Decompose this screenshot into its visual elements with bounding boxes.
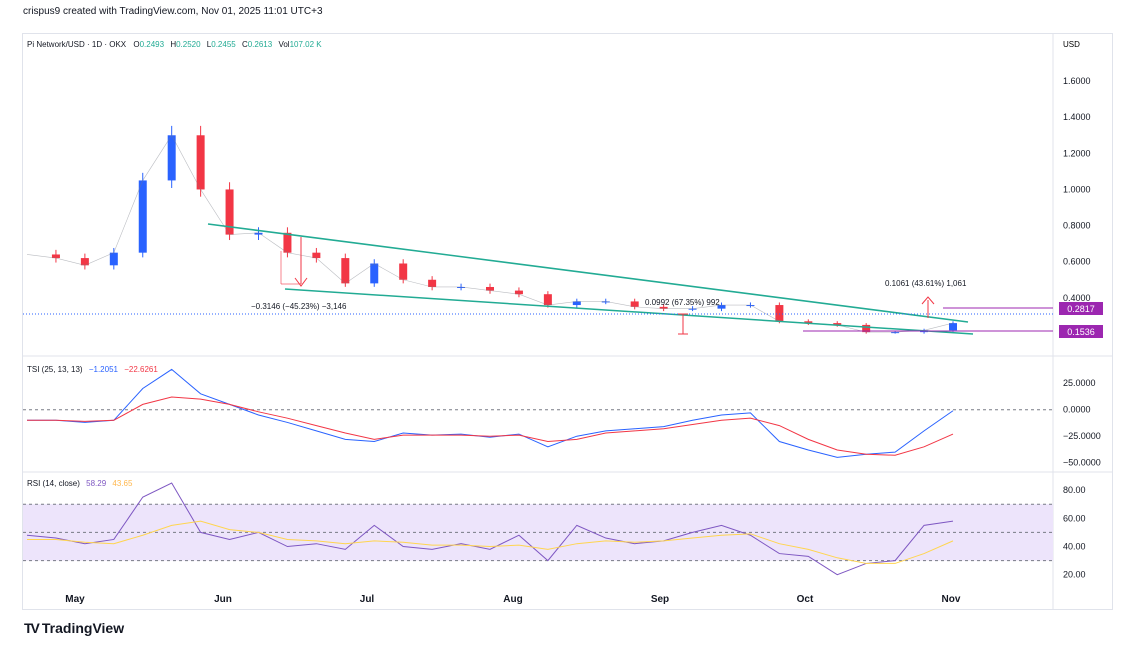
candle-body[interactable] (572, 301, 581, 306)
candle-body[interactable] (659, 306, 668, 309)
candle-body[interactable] (804, 321, 813, 324)
candle-body[interactable] (341, 258, 350, 284)
candle-body[interactable] (254, 232, 263, 235)
time-axis-label: Jul (360, 594, 375, 605)
candle-body[interactable] (486, 286, 494, 291)
rsi-tick-label: 20.00 (1063, 570, 1086, 580)
price-tick-label: 0.6000 (1063, 257, 1091, 267)
channel-lower-line[interactable] (284, 288, 974, 335)
price-tick-label: 0.8000 (1063, 221, 1091, 231)
symbol-legend: Pi Network/USD · 1D · OKX O0.2493 H0.252… (27, 40, 322, 49)
drop2-label: 0.0992 (67.35%) 992 (645, 298, 720, 307)
drop2-measure[interactable] (678, 313, 688, 335)
drop1-measure[interactable] (280, 237, 308, 287)
candle-body[interactable] (514, 290, 523, 295)
rsi-tick-label: 80.00 (1063, 485, 1086, 495)
tsi-pane[interactable] (23, 368, 1053, 458)
rsi-pane[interactable] (23, 482, 1053, 576)
chart-frame: Pi Network/USD · 1D · OKX O0.2493 H0.252… (22, 33, 1113, 610)
candle-body[interactable] (283, 232, 292, 253)
candle-body[interactable] (630, 301, 639, 307)
upper-price-badge (1059, 302, 1103, 315)
candle-body[interactable] (51, 254, 60, 259)
price-tick-label: 1.4000 (1063, 112, 1091, 122)
chart-credit: crispus9 created with TradingView.com, N… (23, 6, 323, 17)
tradingview-logo-icon: TV (24, 620, 40, 636)
candle-body[interactable] (717, 305, 726, 309)
time-axis-label: Sep (651, 594, 669, 605)
candle-body[interactable] (428, 279, 437, 287)
tsi-legend: TSI (25, 13, 13) −1.2051 −22.6261 (27, 365, 158, 374)
candle-body[interactable] (196, 135, 205, 190)
channel-upper-line[interactable] (207, 223, 969, 323)
candle-body[interactable] (746, 305, 755, 307)
candle-body[interactable] (138, 180, 147, 253)
candle-body[interactable] (312, 252, 321, 259)
candle-body[interactable] (167, 135, 176, 181)
tradingview-logo-text: TradingView (41, 620, 125, 636)
candle-body[interactable] (543, 294, 552, 306)
rise-label: 0.1061 (43.61%) 1,061 (885, 279, 967, 288)
time-axis-label: Aug (503, 594, 522, 605)
lower-price-badge (1059, 325, 1103, 338)
candle-body[interactable] (370, 263, 379, 284)
upper-price-badge-text: 0.2817 (1067, 304, 1095, 314)
rsi-tick-label: 40.00 (1063, 542, 1086, 552)
price-tick-label: 0.4000 (1063, 293, 1091, 303)
candle-body[interactable] (949, 323, 957, 331)
candle-body[interactable] (833, 323, 842, 325)
rsi-axis: 80.00 60.00 40.00 20.00 (1063, 485, 1086, 580)
candle-body[interactable] (80, 258, 89, 266)
candle-body[interactable] (891, 332, 900, 334)
time-axis-label: Oct (797, 594, 814, 605)
time-axis-label: Nov (942, 594, 961, 605)
time-axis-label: Jun (214, 594, 232, 605)
price-tick-label: 1.0000 (1063, 184, 1091, 194)
tsi-signal-line[interactable] (27, 396, 954, 456)
candle-body[interactable] (775, 305, 784, 322)
rsi-legend: RSI (14, close) 58.29 43.65 (27, 479, 133, 488)
price-tick-label: 1.6000 (1063, 76, 1091, 86)
tsi-tick-label: −25.0000 (1063, 431, 1101, 441)
candle-body[interactable] (862, 324, 871, 333)
drop1-label: −0.3146 (−45.23%) −3,146 (251, 302, 347, 311)
tsi-tick-label: 25.0000 (1063, 378, 1096, 388)
tsi-line[interactable] (27, 368, 954, 458)
candle-body[interactable] (225, 189, 234, 235)
lower-price-badge-text: 0.1536 (1067, 327, 1095, 337)
tsi-tick-label: 0.0000 (1063, 405, 1091, 415)
candle-body[interactable] (399, 263, 408, 280)
candle-body[interactable] (688, 308, 697, 310)
candle-body[interactable] (601, 301, 610, 303)
rsi-line[interactable] (26, 482, 954, 576)
time-axis-label: May (65, 594, 85, 605)
candle-body[interactable] (457, 286, 466, 288)
tsi-axis: 25.0000 0.0000 −25.0000 −50.0000 (1063, 378, 1101, 468)
chart-svg[interactable]: Pi Network/USD · 1D · OKX O0.2493 H0.252… (23, 34, 1112, 609)
rsi-tick-label: 60.00 (1063, 513, 1086, 523)
rsi-ma-line[interactable] (27, 520, 954, 564)
price-tick-label: 1.2000 (1063, 148, 1091, 158)
time-axis: May Jun Jul Aug Sep Oct Nov (65, 594, 961, 605)
currency-label: USD (1063, 40, 1080, 49)
candle-body[interactable] (109, 252, 118, 266)
tradingview-logo[interactable]: TV TradingView (24, 620, 124, 636)
price-axis: 1.6000 1.4000 1.2000 1.0000 0.8000 0.6000 0.40… (1063, 76, 1091, 339)
tsi-tick-label: −50.0000 (1063, 458, 1101, 468)
rise-measure[interactable] (921, 296, 935, 318)
